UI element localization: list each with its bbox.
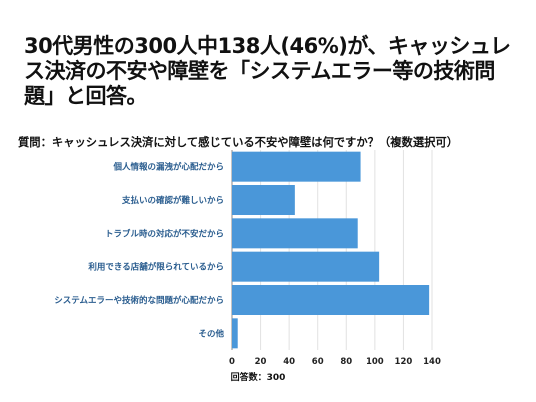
bar [232,251,380,282]
category-label: 利用できる店舗が限られているから [87,262,224,273]
bar [232,318,238,349]
x-tick-label: 40 [283,357,295,367]
bars [232,151,430,349]
category-label: その他 [198,328,224,339]
x-tick-label: 100 [366,357,384,367]
x-tick-label: 60 [312,357,324,367]
bar [232,151,361,182]
grid-lines [231,150,433,350]
bar [232,185,295,215]
bar [232,285,430,315]
x-tick-label: 0 [229,357,235,367]
x-axis-title: 回答数：300 [231,371,286,383]
x-tick-label: 20 [255,357,267,367]
x-tick-label: 140 [423,357,441,367]
tick-labels: 0 20 40 60 80 100 120 140 [229,357,441,367]
category-labels: 個人情報の漏洩が心配だから支払いの確認が難しいからトラブル時の対応が不安だから利… [54,162,224,340]
category-label: システムエラーや技術的な問題が心配だから [54,295,224,306]
x-tick-label: 80 [340,357,352,367]
x-tick-label: 120 [395,357,413,367]
bar [232,218,358,249]
headline: 30代男性の300人中138人(46%)が、キャッシュレス決済の不安や障壁を「シ… [24,34,511,108]
question-text: 質問：キャッシュレス決済に対して感じている不安や障壁は何ですか？（複数選択可） [18,136,459,149]
category-label: トラブル時の対応が不安だから [105,228,224,239]
category-label: 支払いの確認が難しいから [121,195,224,206]
category-label: 個人情報の漏洩が心配だから [112,162,224,173]
